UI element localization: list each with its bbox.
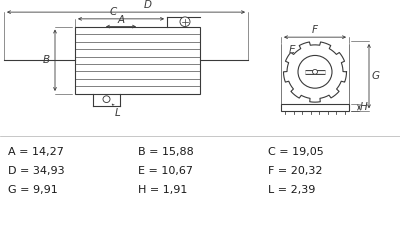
Text: B = 15,88: B = 15,88 bbox=[138, 147, 194, 157]
Text: D = 34,93: D = 34,93 bbox=[8, 166, 65, 176]
Text: E: E bbox=[288, 45, 295, 55]
Text: L = 2,39: L = 2,39 bbox=[268, 186, 315, 195]
Bar bbox=[281, 104, 349, 111]
Circle shape bbox=[103, 96, 110, 103]
Text: A: A bbox=[118, 15, 124, 25]
Bar bbox=[75, 27, 200, 94]
Circle shape bbox=[180, 17, 190, 27]
Text: H: H bbox=[360, 102, 368, 113]
Text: C: C bbox=[109, 7, 117, 17]
Text: F: F bbox=[312, 25, 318, 35]
Circle shape bbox=[298, 56, 332, 88]
Text: A = 14,27: A = 14,27 bbox=[8, 147, 64, 157]
Text: L: L bbox=[114, 108, 120, 118]
Circle shape bbox=[312, 69, 318, 74]
Text: F = 20,32: F = 20,32 bbox=[268, 166, 322, 176]
Text: B: B bbox=[43, 55, 50, 65]
Polygon shape bbox=[284, 42, 346, 102]
Text: D: D bbox=[144, 0, 152, 10]
Text: G: G bbox=[372, 71, 380, 81]
Text: E = 10,67: E = 10,67 bbox=[138, 166, 193, 176]
Text: H = 1,91: H = 1,91 bbox=[138, 186, 187, 195]
Text: G = 9,91: G = 9,91 bbox=[8, 186, 58, 195]
Text: C = 19,05: C = 19,05 bbox=[268, 147, 324, 157]
